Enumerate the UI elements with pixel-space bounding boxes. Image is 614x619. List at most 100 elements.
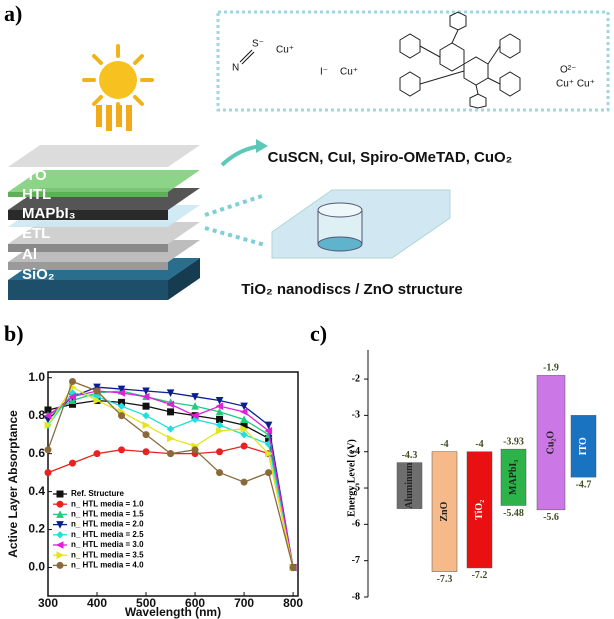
marker <box>142 421 151 429</box>
molecules: N S⁻ Cu⁺ I⁻ Cu⁺ O²⁻ Cu⁺ Cu⁺ <box>232 11 595 109</box>
marker <box>215 396 224 405</box>
marker <box>118 446 126 454</box>
marker <box>190 411 199 420</box>
marker <box>142 431 150 439</box>
legend-label: n_ HTL media = 1.0 <box>71 499 144 508</box>
marker <box>117 389 126 397</box>
legend-marker <box>55 541 64 549</box>
y-tick-label: -5 <box>352 482 360 493</box>
marker <box>264 427 273 435</box>
marker <box>265 469 273 477</box>
marker <box>93 383 101 392</box>
marker <box>216 448 224 456</box>
marker <box>69 459 77 467</box>
layer-label: HTL <box>22 186 51 203</box>
marker <box>142 448 150 456</box>
x-tick-label: 400 <box>87 596 107 610</box>
marker <box>166 425 175 433</box>
layer-label: MAPbI₃ <box>22 205 76 222</box>
energy-bar <box>570 415 597 478</box>
energy-bar <box>396 462 423 509</box>
sun <box>82 44 154 131</box>
y-tick-label: -8 <box>352 591 360 602</box>
y-tick-label: 0.2 <box>28 522 45 536</box>
y-tick-label: -6 <box>352 519 360 530</box>
y-tick-label: -4 <box>352 446 360 457</box>
category-label: ZnO <box>439 501 450 521</box>
marker <box>93 396 102 405</box>
bottom-label: -5.6 <box>543 512 559 523</box>
legend-label: n_ HTL media = 3.0 <box>71 540 144 549</box>
bottom-label: -7.3 <box>437 574 453 585</box>
legend-label: n_ HTL media = 2.0 <box>71 520 144 529</box>
y-axis-title: Energy Level (eV) <box>346 439 357 517</box>
marker <box>240 430 248 439</box>
ion-label: I⁻ <box>320 67 328 78</box>
marker <box>142 411 150 420</box>
marker <box>167 450 175 458</box>
legend-marker <box>56 510 64 518</box>
x-tick-label: 700 <box>234 596 254 610</box>
marker <box>68 392 77 401</box>
plot-frame <box>47 371 299 597</box>
marker <box>216 427 224 435</box>
legend-label: n_ HTL media = 3.5 <box>71 550 144 559</box>
panel-label: a) <box>4 1 22 26</box>
legend-marker <box>56 551 65 560</box>
legend-marker <box>56 521 64 529</box>
layer-label: Al <box>22 246 37 263</box>
marker <box>93 450 101 458</box>
y-tick-label: 0.0 <box>28 560 45 574</box>
marker <box>117 385 126 394</box>
category-label: ITO <box>578 437 589 455</box>
legend-marker <box>56 500 64 508</box>
marker <box>118 412 126 420</box>
top-label: -1.9 <box>543 363 559 374</box>
top-label: -4 <box>440 439 448 450</box>
atom-label: N <box>232 63 239 74</box>
legend-label: n_ HTL media = 4.0 <box>71 561 144 570</box>
marker <box>191 446 199 454</box>
top-label: -4.3 <box>402 450 418 461</box>
marker <box>191 393 199 401</box>
marker <box>215 407 224 416</box>
marker <box>167 408 175 416</box>
marker <box>264 421 273 430</box>
marker <box>93 387 101 395</box>
x-tick-label: 300 <box>38 596 58 610</box>
y-tick-label: 1.0 <box>28 370 45 384</box>
energy-bar <box>500 448 527 506</box>
nanodisc-structure <box>271 189 451 259</box>
marker <box>142 402 150 410</box>
x-tick-label: 800 <box>283 596 303 610</box>
marker <box>166 389 175 397</box>
marker <box>44 421 53 429</box>
marker <box>166 400 175 409</box>
legend-label: n_ HTL media = 1.5 <box>71 510 144 519</box>
pointer-lines <box>204 193 266 247</box>
energy-bar <box>536 375 566 511</box>
panel-label: c) <box>310 321 327 346</box>
marker <box>43 411 52 420</box>
y-axis-title: Active Layer Absorptance <box>6 410 20 558</box>
marker <box>240 402 248 411</box>
x-tick-label: 500 <box>136 596 156 610</box>
y-tick-label: -2 <box>352 373 360 384</box>
marker <box>215 402 224 410</box>
panel-label: b) <box>4 321 24 346</box>
category-label: Cu₂O <box>545 431 556 455</box>
top-label: -3.93 <box>503 436 524 447</box>
legend-marker <box>56 531 64 539</box>
legend-label: n_ HTL media = 2.5 <box>71 530 144 539</box>
layer-stack: ITO HTL MAPbI₃ ETL Al SiO₂ <box>8 145 200 300</box>
marker <box>240 415 248 423</box>
y-tick-label: 0.8 <box>28 408 45 422</box>
legend-marker <box>56 561 64 569</box>
bottom-label: -4.7 <box>576 479 592 490</box>
structure-caption: TiO₂ nanodiscs / ZnO structure <box>241 281 462 298</box>
marker <box>69 377 77 385</box>
layer-label: SiO₂ <box>22 266 55 283</box>
marker <box>240 478 248 486</box>
category-label: TiO₂ <box>474 500 485 520</box>
